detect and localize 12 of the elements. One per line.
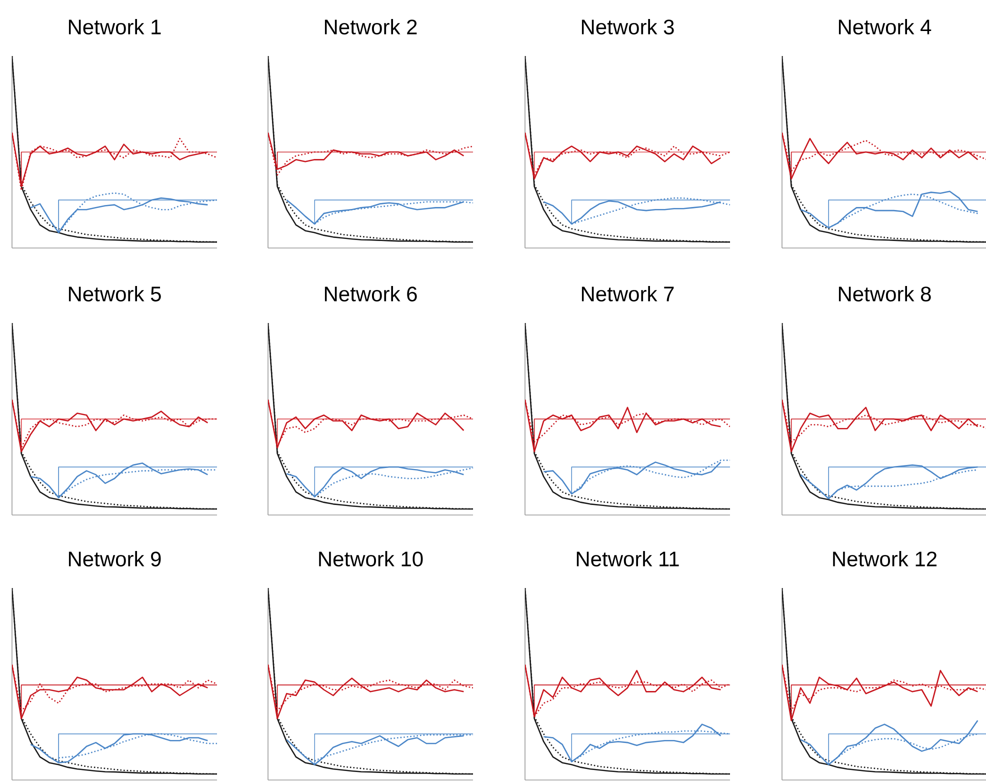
chart-title: Network 2 bbox=[324, 19, 417, 34]
chart-title: Network 11 bbox=[576, 551, 679, 566]
chart-title: Network 7 bbox=[582, 286, 674, 302]
chart-title: Network 5 bbox=[68, 286, 161, 302]
chart-title: Network 9 bbox=[68, 551, 161, 566]
chart-title: Network 1 bbox=[68, 19, 161, 34]
chart-title: Network 8 bbox=[838, 286, 931, 302]
chart-title: Network 6 bbox=[324, 286, 417, 302]
chart-title: Network 12 bbox=[833, 551, 937, 566]
chart-title: Network 4 bbox=[838, 19, 932, 34]
chart-title: Network 3 bbox=[582, 19, 674, 34]
chart-title: Network 10 bbox=[319, 551, 423, 566]
